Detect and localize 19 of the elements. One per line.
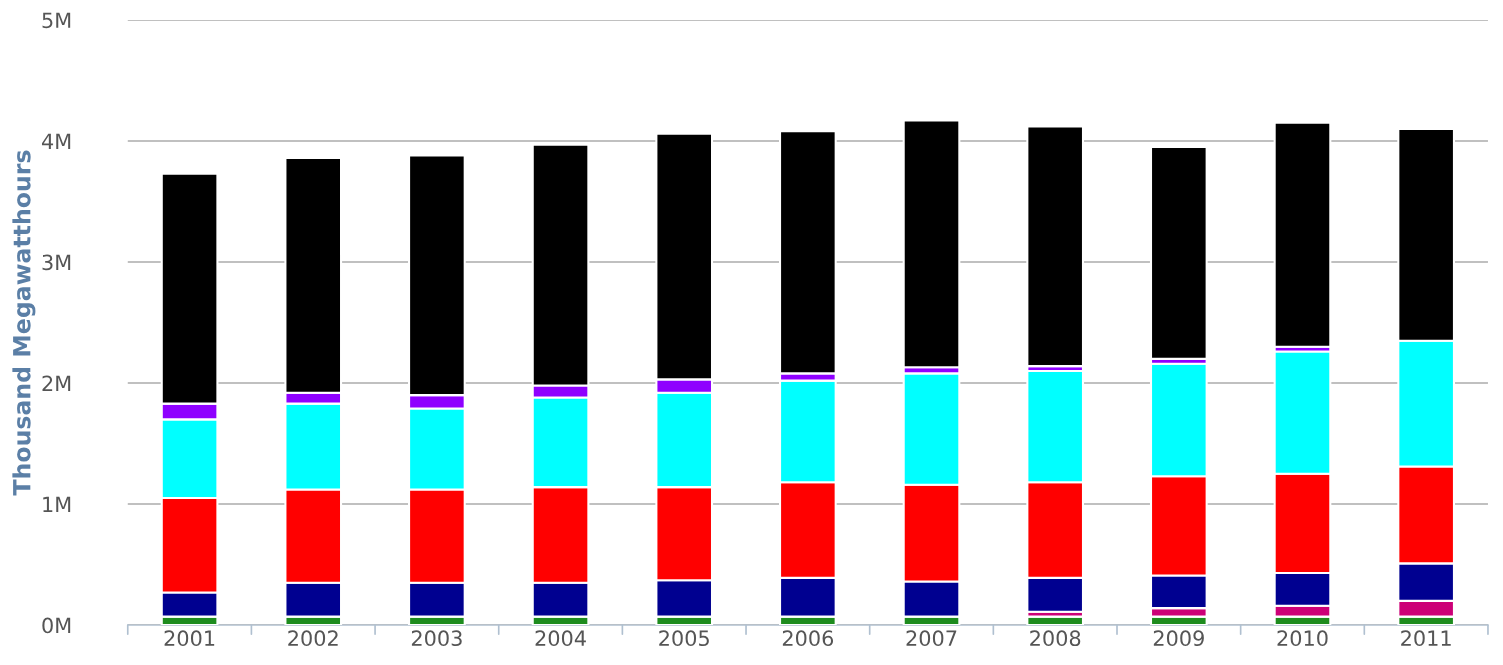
x-tick-label: 2009 <box>1153 630 1204 647</box>
y-tick-label: 5M <box>42 12 71 29</box>
x-tick-label: 2006 <box>782 630 834 647</box>
bar <box>1026 125 1085 368</box>
y-tick-label: 2M <box>42 375 71 391</box>
y-tick-label: 4M <box>41 133 71 149</box>
y-axis-title: Thousand Megawatthours <box>12 150 36 496</box>
y-tick-label: 0M <box>42 617 71 634</box>
x-tick-label: 2011 <box>1401 630 1451 647</box>
y-tick-label: 1M <box>43 496 71 512</box>
x-tick-label: 2007 <box>906 630 957 647</box>
x-tick-label: 2008 <box>1030 630 1081 647</box>
x-tick-label: 2005 <box>659 630 709 647</box>
y-tick-label: 3M <box>42 254 71 271</box>
x-tick-label: 2003 <box>411 630 462 647</box>
x-tick-label: 2004 <box>535 630 586 647</box>
x-tick-label: 2002 <box>288 630 338 647</box>
x-tick-label: 2010 <box>1277 630 1328 647</box>
x-tick-label: 2001 <box>164 630 215 647</box>
